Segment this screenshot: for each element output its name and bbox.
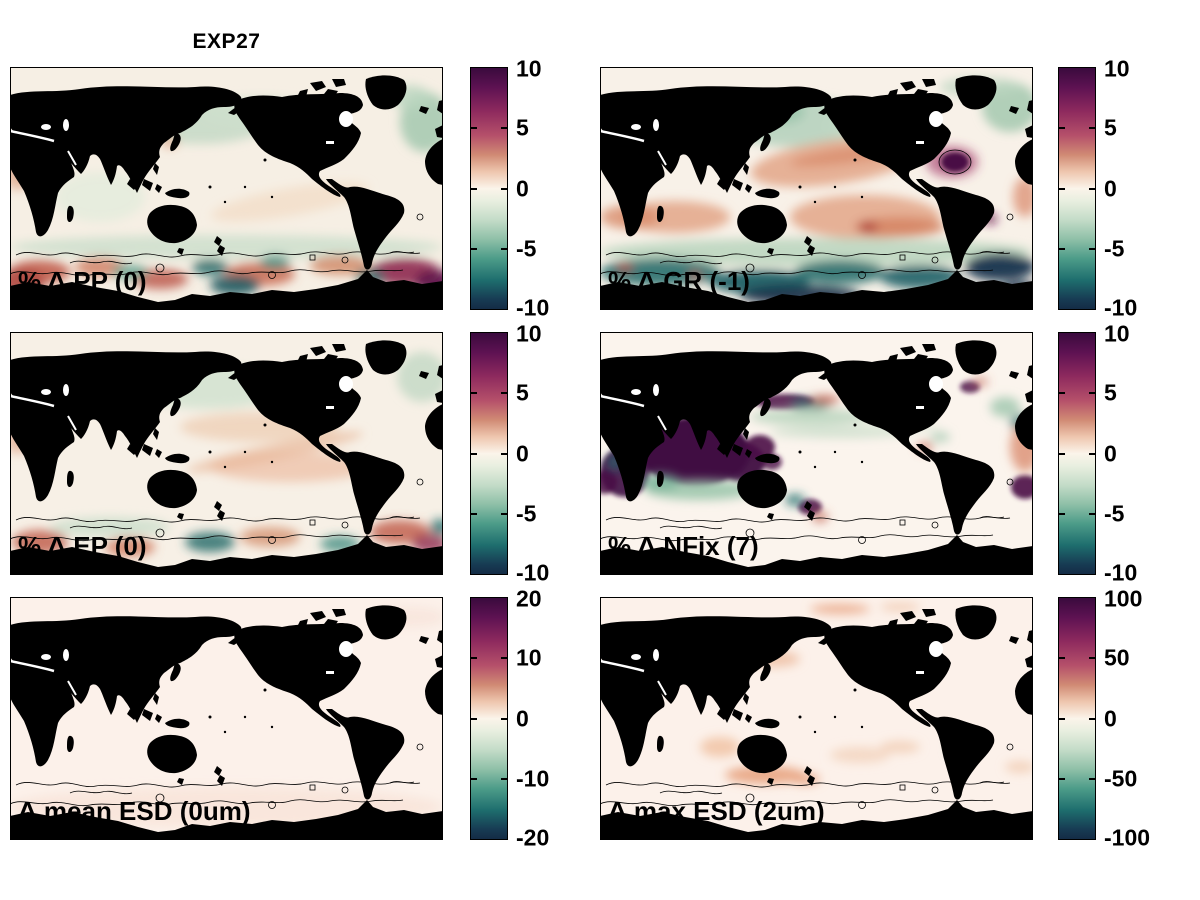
tick-label: 50 <box>1104 644 1130 671</box>
map-label-max-esd: Δ max ESD (2um) <box>608 796 825 826</box>
tick-label: -10 <box>1104 559 1138 586</box>
tick-label: 10 <box>516 644 542 671</box>
panel-max-esd: Δ max ESD (2um) <box>600 597 1033 840</box>
map-label-gr: % Δ GR (-1) <box>608 266 750 296</box>
colorbar-gradient-ep <box>470 332 508 575</box>
map-label-mean-esd: Δ mean ESD (0um) <box>18 796 251 826</box>
tick-label: -5 <box>516 500 537 527</box>
panel-ep: % Δ EP (0) <box>10 332 443 575</box>
tick-label: 0 <box>516 705 529 731</box>
colorbar-mean-esd: 20 10 0 -10 -20 <box>470 587 580 849</box>
tick-label: -20 <box>516 824 550 851</box>
colorbar-ticks-pp: 10 5 0 -5 -10 <box>516 57 580 319</box>
figure-title: EXP27 <box>192 30 261 53</box>
colorbar-gr: 10 5 0 -5 -10 <box>1058 57 1168 319</box>
colorbar-nfix: 10 5 0 -5 -10 <box>1058 322 1168 584</box>
panel-gr: % Δ GR (-1) <box>600 67 1033 310</box>
colorbar-ticks-ep: 10 5 0 -5 -10 <box>516 322 580 584</box>
tick-label: 0 <box>516 175 529 201</box>
colorbar-gradient-mean-esd <box>470 597 508 840</box>
map-ep <box>10 332 443 575</box>
tick-label: -5 <box>1104 235 1125 262</box>
panel-nfix: % Δ NFix (7) <box>600 332 1033 575</box>
colorbar-pp: 10 5 0 -5 -10 <box>470 57 580 319</box>
colorbar-ticks-max-esd: 100 50 0 -50 -100 <box>1104 587 1168 849</box>
map-max-esd <box>600 597 1033 840</box>
colorbar-ep: 10 5 0 -5 -10 <box>470 322 580 584</box>
tick-label: -5 <box>1104 500 1125 527</box>
colorbar-ticks-mean-esd: 20 10 0 -10 -20 <box>516 587 580 849</box>
colorbar-gradient-pp <box>470 67 508 310</box>
tick-label: 0 <box>1104 175 1117 201</box>
map-pp <box>10 67 443 310</box>
tick-label: -10 <box>516 294 550 321</box>
tick-label: 10 <box>516 55 542 82</box>
panel-pp: % Δ PP (0) <box>10 67 443 310</box>
colorbar-gradient-gr <box>1058 67 1096 310</box>
colorbar-ticks-nfix: 10 5 0 -5 -10 <box>1104 322 1168 584</box>
colorbar-gradient-max-esd <box>1058 597 1096 840</box>
tick-label: -10 <box>516 765 550 792</box>
map-mean-esd <box>10 597 443 840</box>
tick-label: 0 <box>1104 440 1117 466</box>
tick-label: 10 <box>1104 320 1130 347</box>
tick-label: -100 <box>1104 824 1151 851</box>
tick-label: 10 <box>516 320 542 347</box>
map-label-nfix: % Δ NFix (7) <box>608 531 759 561</box>
tick-label: 10 <box>1104 55 1130 82</box>
tick-label: -10 <box>1104 294 1138 321</box>
map-gr <box>600 67 1033 310</box>
tick-label: 100 <box>1104 585 1143 612</box>
tick-label: -10 <box>516 559 550 586</box>
panel-mean-esd: Δ mean ESD (0um) <box>10 597 443 840</box>
tick-label: -5 <box>516 235 537 262</box>
colorbar-ticks-gr: 10 5 0 -5 -10 <box>1104 57 1168 319</box>
tick-label: 5 <box>1104 114 1117 141</box>
tick-label: 5 <box>516 114 529 141</box>
tick-label: 0 <box>1104 705 1117 731</box>
tick-label: 20 <box>516 585 542 612</box>
colorbar-max-esd: 100 50 0 -50 -100 <box>1058 587 1168 849</box>
colorbar-gradient-nfix <box>1058 332 1096 575</box>
tick-label: 5 <box>1104 379 1117 406</box>
map-label-ep: % Δ EP (0) <box>18 531 147 561</box>
tick-label: 0 <box>516 440 529 466</box>
tick-label: -50 <box>1104 765 1138 792</box>
map-label-pp: % Δ PP (0) <box>18 266 147 296</box>
tick-label: 5 <box>516 379 529 406</box>
map-nfix <box>600 332 1033 575</box>
